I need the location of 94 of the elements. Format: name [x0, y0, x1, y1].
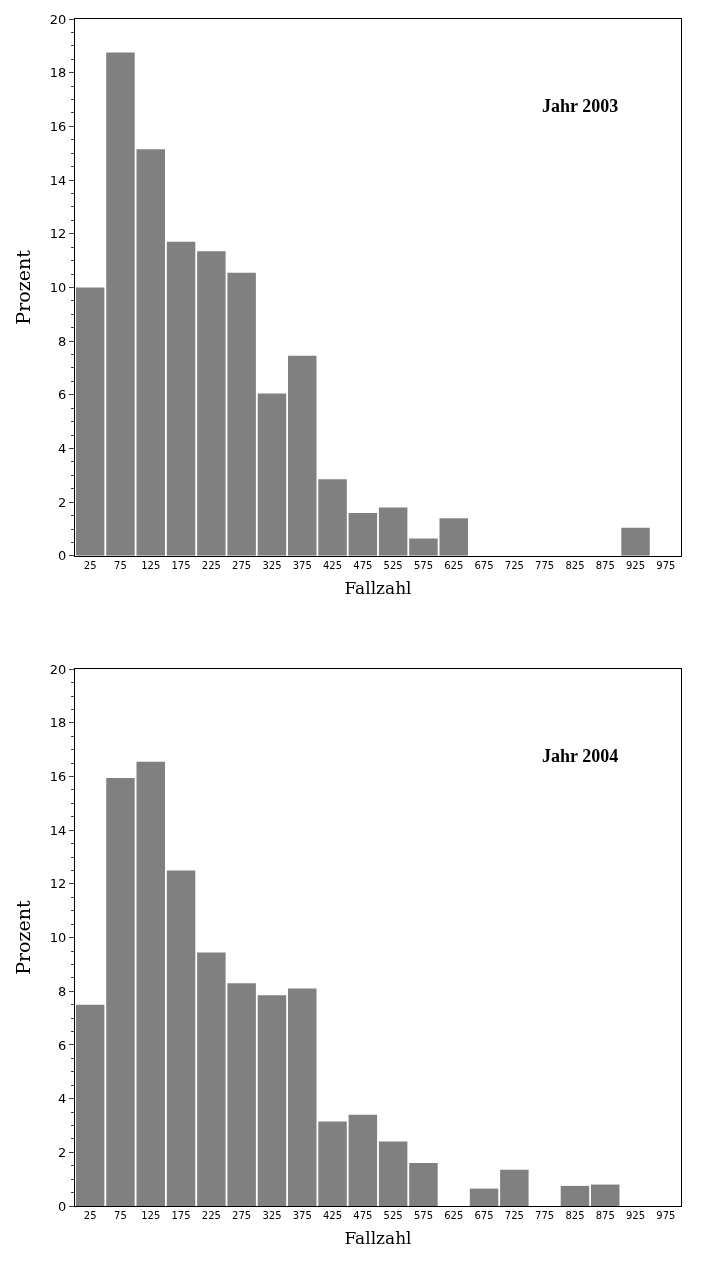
y-tick-label: 20 — [49, 11, 67, 27]
y-tick-label: 6 — [58, 387, 67, 403]
x-tick-label: 125 — [141, 559, 161, 571]
y-tick-label: 10 — [49, 279, 67, 295]
x-tick-label: 475 — [353, 559, 373, 571]
y-tick-label: 12 — [49, 226, 67, 242]
x-tick-label: 675 — [474, 1210, 494, 1222]
bar — [591, 1184, 620, 1207]
x-tick-label: 275 — [232, 559, 252, 571]
y-tick-label: 0 — [58, 1198, 67, 1214]
bar — [469, 1188, 499, 1207]
x-tick-label: 375 — [292, 559, 312, 571]
bar — [136, 761, 165, 1207]
bar — [560, 1185, 590, 1207]
x-tick-label: 125 — [141, 1210, 161, 1222]
x-tick-label: 425 — [323, 559, 343, 571]
x-tick-label: 775 — [535, 559, 555, 571]
y-tick-label: 18 — [49, 715, 67, 731]
x-tick-label: 775 — [535, 1210, 555, 1222]
bar — [288, 355, 317, 556]
x-tick-label: 625 — [444, 1210, 464, 1222]
y-tick-label: 16 — [49, 118, 67, 134]
x-tick-label: 325 — [262, 559, 282, 571]
x-tick-label: 475 — [353, 1210, 373, 1222]
bar — [500, 1169, 529, 1207]
x-tick-label: 675 — [474, 559, 494, 571]
x-tick-label: 725 — [504, 559, 524, 571]
x-tick-label: 175 — [171, 1210, 191, 1222]
x-tick-label: 575 — [413, 1210, 433, 1222]
bar — [136, 149, 165, 556]
y-tick-label: 14 — [49, 822, 67, 838]
x-tick-label: 525 — [383, 1210, 403, 1222]
y-tick-label: 6 — [58, 1037, 67, 1053]
x-tick-label: 925 — [626, 1210, 646, 1222]
bar — [166, 870, 196, 1207]
x-tick-label: 175 — [171, 559, 191, 571]
x-tick-label: 325 — [262, 1210, 282, 1222]
x-tick-label: 925 — [626, 559, 646, 571]
x-tick-label: 275 — [232, 1210, 252, 1222]
y-tick-label: 20 — [49, 661, 67, 677]
x-axis-title: Fallzahl — [344, 1228, 412, 1249]
x-tick-label: 825 — [565, 1210, 585, 1222]
bar — [106, 777, 135, 1207]
bar — [75, 1004, 105, 1207]
y-tick-label: 4 — [58, 1091, 67, 1107]
y-tick-label: 8 — [58, 333, 67, 349]
bar — [378, 1141, 408, 1207]
x-tick-label: 725 — [504, 1210, 524, 1222]
y-tick-label: 14 — [49, 172, 67, 188]
bar — [166, 241, 196, 556]
bar — [288, 988, 317, 1207]
bar — [106, 52, 135, 556]
bar — [257, 995, 287, 1207]
x-tick-label: 375 — [292, 1210, 312, 1222]
x-tick-label: 975 — [656, 559, 676, 571]
y-tick-label: 8 — [58, 983, 67, 999]
x-tick-label: 825 — [565, 559, 585, 571]
y-tick-label: 4 — [58, 441, 67, 457]
bar — [378, 507, 408, 556]
bar — [409, 1163, 438, 1207]
y-tick-label: 2 — [58, 494, 67, 510]
annotation: Jahr 2004 — [542, 746, 619, 766]
x-tick-label: 225 — [201, 559, 221, 571]
bar — [318, 479, 347, 556]
annotation: Jahr 2003 — [542, 96, 619, 116]
y-axis-title: Prozent — [11, 249, 34, 325]
y-tick-label: 0 — [58, 548, 67, 564]
bar — [348, 512, 378, 556]
y-tick-label: 2 — [58, 1144, 67, 1160]
bar — [348, 1114, 378, 1207]
x-tick-label: 575 — [413, 559, 433, 571]
x-tick-label: 25 — [83, 559, 97, 571]
y-tick-label: 10 — [49, 930, 67, 946]
y-tick-label: 12 — [49, 876, 67, 892]
x-tick-label: 75 — [114, 1210, 127, 1222]
bar — [75, 287, 105, 556]
bar — [257, 393, 287, 556]
y-axis-title: Prozent — [11, 900, 34, 975]
x-tick-label: 875 — [595, 1210, 615, 1222]
x-tick-label: 875 — [595, 559, 615, 571]
bar — [409, 538, 438, 556]
x-tick-label: 75 — [114, 559, 127, 571]
bar — [439, 518, 468, 556]
x-tick-label: 425 — [323, 1210, 343, 1222]
x-tick-label: 525 — [383, 559, 403, 571]
x-axis-title: Fallzahl — [344, 578, 412, 599]
bar — [318, 1121, 347, 1207]
x-tick-label: 625 — [444, 559, 464, 571]
bar — [621, 527, 650, 556]
x-tick-label: 975 — [656, 1210, 676, 1222]
y-tick-label: 18 — [49, 65, 67, 81]
x-tick-label: 25 — [83, 1210, 97, 1222]
x-tick-label: 225 — [201, 1210, 221, 1222]
y-tick-label: 16 — [49, 769, 67, 785]
